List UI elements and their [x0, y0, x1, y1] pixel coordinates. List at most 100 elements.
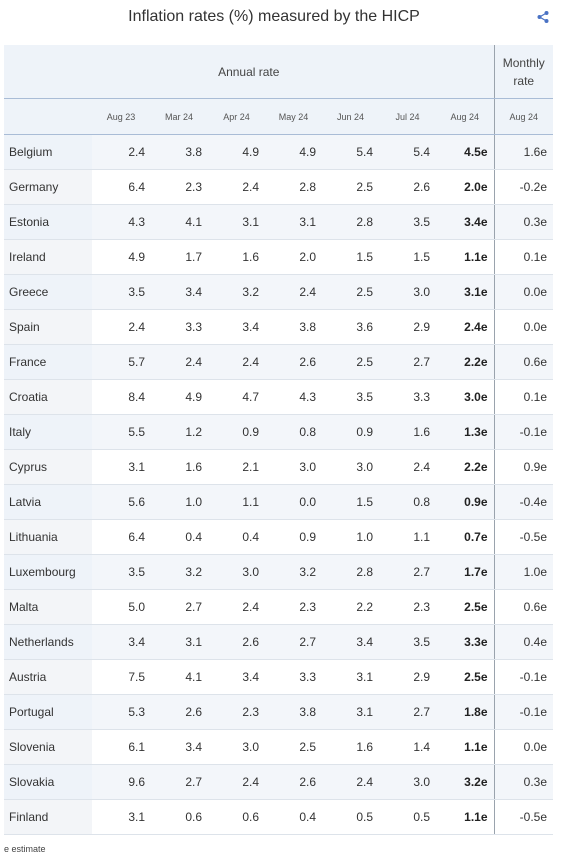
monthly-rate-cell: 0.4e: [493, 624, 554, 660]
monthly-rate-cell: 1.6e: [493, 134, 554, 170]
annual-rate-cell: 2.7: [150, 764, 208, 800]
annual-rate-cell: 1.1: [379, 519, 436, 555]
country-name: Netherlands: [4, 624, 92, 660]
annual-rate-cell: 0.4: [265, 799, 322, 835]
annual-rate-cell: 3.1: [92, 799, 150, 835]
monthly-rate-cell: 0.1e: [493, 239, 554, 275]
country-name: Italy: [4, 414, 92, 450]
annual-rate-cell: 6.4: [92, 519, 150, 555]
annual-rate-cell: 0.9e: [436, 484, 495, 520]
annual-rate-cell: 3.8: [265, 694, 322, 730]
annual-rate-cell: 5.4: [379, 134, 436, 170]
annual-rate-cell: 4.5e: [436, 134, 495, 170]
table-row: Malta 5.0 2.7 2.4 2.3 2.2 2.3 2.5e 0.6e: [4, 589, 554, 625]
country-name: Malta: [4, 589, 92, 625]
column-header: Aug 23: [92, 98, 150, 135]
monthly-rate-cell: -0.5e: [493, 519, 554, 555]
annual-rate-cell: 3.5: [92, 554, 150, 590]
annual-rate-cell: 1.5: [322, 484, 379, 520]
column-header: Apr 24: [208, 98, 265, 135]
annual-rate-cell: 2.0: [265, 239, 322, 275]
country-name: Cyprus: [4, 449, 92, 485]
annual-rate-cell: 7.5: [92, 659, 150, 695]
annual-rate-cell: 3.1: [322, 694, 379, 730]
annual-rate-cell: 1.6: [150, 449, 208, 485]
monthly-rate-cell: 0.9e: [493, 449, 554, 485]
monthly-rate-header: Monthly rate: [493, 45, 554, 99]
annual-rate-cell: 1.7: [150, 239, 208, 275]
annual-rate-cell: 3.2e: [436, 764, 495, 800]
annual-rate-cell: 4.1: [150, 204, 208, 240]
annual-rate-cell: 1.2: [150, 414, 208, 450]
monthly-rate-header-line1: Monthly: [502, 55, 545, 70]
monthly-rate-cell: -0.1e: [493, 414, 554, 450]
annual-rate-cell: 3.4: [322, 624, 379, 660]
table-row: Ireland 4.9 1.7 1.6 2.0 1.5 1.5 1.1e 0.1e: [4, 239, 554, 275]
annual-rate-cell: 1.1e: [436, 729, 495, 765]
country-name: Portugal: [4, 694, 92, 730]
table-row: Cyprus 3.1 1.6 2.1 3.0 3.0 2.4 2.2e 0.9e: [4, 449, 554, 485]
country-name: Slovenia: [4, 729, 92, 765]
country-name: Spain: [4, 309, 92, 345]
monthly-rate-cell: 0.0e: [493, 274, 554, 310]
annual-rate-cell: 1.3e: [436, 414, 495, 450]
annual-rate-cell: 1.1e: [436, 239, 495, 275]
column-header: Jun 24: [322, 98, 379, 135]
annual-rate-cell: 2.4: [208, 344, 265, 380]
annual-rate-cell: 3.1: [265, 204, 322, 240]
annual-rate-cell: 1.6: [208, 239, 265, 275]
table-row: Greece 3.5 3.4 3.2 2.4 2.5 3.0 3.1e 0.0e: [4, 274, 554, 310]
annual-rate-cell: 3.1e: [436, 274, 495, 310]
annual-rate-cell: 2.5e: [436, 659, 495, 695]
annual-rate-cell: 1.6: [379, 414, 436, 450]
annual-rate-cell: 3.5: [379, 204, 436, 240]
annual-rate-cell: 4.9: [265, 134, 322, 170]
annual-rate-cell: 2.7: [379, 694, 436, 730]
annual-rate-cell: 4.3: [92, 204, 150, 240]
country-name: Ireland: [4, 239, 92, 275]
annual-rate-cell: 3.2: [150, 554, 208, 590]
annual-rate-cell: 3.2: [265, 554, 322, 590]
monthly-rate-cell: 0.6e: [493, 344, 554, 380]
annual-rate-cell: 2.6: [265, 344, 322, 380]
annual-rate-cell: 0.9: [208, 414, 265, 450]
annual-rate-cell: 3.6: [322, 309, 379, 345]
monthly-rate-cell: -0.1e: [493, 694, 554, 730]
annual-rate-cell: 3.1: [150, 624, 208, 660]
annual-rate-cell: 3.4: [150, 729, 208, 765]
country-name: Latvia: [4, 484, 92, 520]
table-row: Slovakia 9.6 2.7 2.4 2.6 2.4 3.0 3.2e 0.3e: [4, 764, 554, 800]
annual-rate-cell: 3.4e: [436, 204, 495, 240]
country-name: Lithuania: [4, 519, 92, 555]
annual-rate-cell: 0.5: [322, 799, 379, 835]
table-row: Lithuania 6.4 0.4 0.4 0.9 1.0 1.1 0.7e -0.5e: [4, 519, 554, 555]
annual-rate-cell: 0.8: [265, 414, 322, 450]
annual-rate-cell: 3.1: [92, 449, 150, 485]
monthly-rate-cell: -0.4e: [493, 484, 554, 520]
annual-rate-cell: 3.0e: [436, 379, 495, 415]
annual-rate-cell: 0.6: [208, 799, 265, 835]
monthly-rate-cell: -0.5e: [493, 799, 554, 835]
hicp-table: Annual rate Monthly rate Aug 23 Mar 24 A…: [4, 45, 554, 835]
annual-rate-cell: 1.5: [322, 239, 379, 275]
table-row: Luxembourg 3.5 3.2 3.0 3.2 2.8 2.7 1.7e 1.0e: [4, 554, 554, 590]
country-name: Luxembourg: [4, 554, 92, 590]
annual-rate-cell: 3.3: [265, 659, 322, 695]
table-row: Italy 5.5 1.2 0.9 0.8 0.9 1.6 1.3e -0.1e: [4, 414, 554, 450]
monthly-rate-header-line2: rate: [513, 73, 535, 88]
column-header: May 24: [265, 98, 322, 135]
annual-rate-cell: 1.0: [150, 484, 208, 520]
annual-rate-cell: 2.2e: [436, 449, 495, 485]
annual-rate-cell: 5.6: [92, 484, 150, 520]
share-icon[interactable]: [536, 10, 550, 24]
annual-rate-cell: 3.1: [208, 204, 265, 240]
annual-rate-cell: 0.4: [208, 519, 265, 555]
table-row: Austria 7.5 4.1 3.4 3.3 3.1 2.9 2.5e -0.1e: [4, 659, 554, 695]
monthly-rate-cell: -0.1e: [493, 659, 554, 695]
country-name: France: [4, 344, 92, 380]
annual-rate-cell: 2.7: [379, 344, 436, 380]
annual-rate-cell: 2.4: [92, 309, 150, 345]
annual-rate-cell: 5.7: [92, 344, 150, 380]
annual-rate-cell: 3.0: [208, 729, 265, 765]
annual-rate-cell: 2.4: [379, 449, 436, 485]
